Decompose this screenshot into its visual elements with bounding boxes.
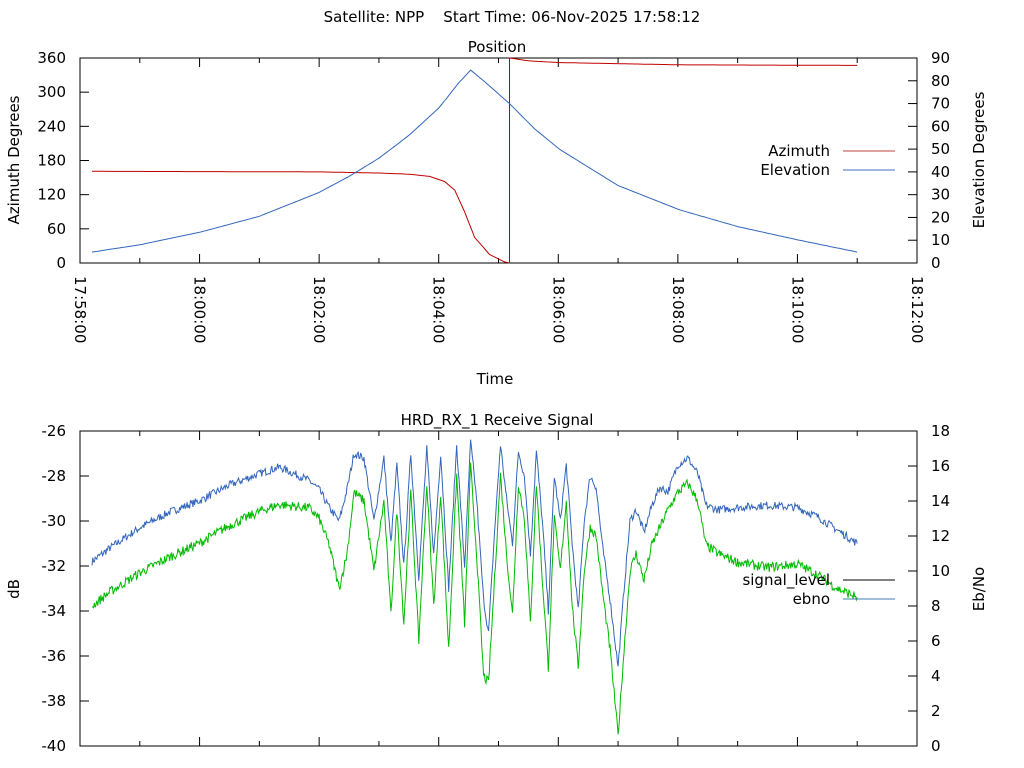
x-tick-label: 18:12:00	[908, 276, 926, 343]
y-tick-label: -32	[42, 557, 67, 575]
signal-plot: HRD_RX_1 Receive Signal dB Eb/No -40 -38 -…	[5, 411, 988, 755]
x-tick-label: 18:08:00	[669, 276, 687, 343]
y-tick-label: 120	[37, 186, 66, 204]
legend-signal-label: signal_level	[742, 571, 830, 590]
y2-tick-label: 18	[931, 422, 950, 440]
y-tick-label: -38	[42, 692, 67, 710]
y-tick-label: -28	[42, 467, 67, 485]
db-axis-label: dB	[5, 579, 23, 599]
legend-elevation-label: Elevation	[760, 161, 830, 179]
y2-tick-label: 80	[931, 72, 950, 90]
y2-tick-label: 50	[931, 140, 950, 158]
y2-tick-label: 0	[931, 737, 941, 755]
ebno-line	[91, 462, 858, 735]
position-legend: Azimuth Elevation	[760, 142, 895, 179]
y2-tick-label: 8	[931, 597, 941, 615]
y2-tick-label: 2	[931, 702, 941, 720]
y2-tick-label: 6	[931, 632, 941, 650]
y2-tick-label: 12	[931, 527, 950, 545]
x-tick-label: 17:58:00	[71, 276, 89, 343]
x-tick-label: 18:06:00	[549, 276, 567, 343]
legend-azimuth-label: Azimuth	[768, 142, 830, 160]
y-tick-label: 180	[37, 152, 66, 170]
signal-title: HRD_RX_1 Receive Signal	[401, 411, 594, 430]
y2-tick-label: 30	[931, 186, 950, 204]
page-title: Satellite: NPP Start Time: 06-Nov-2025 1…	[324, 8, 701, 26]
y2-tick-label: 70	[931, 95, 950, 113]
y-tick-label: 300	[37, 83, 66, 101]
y2-tick-label: 4	[931, 667, 941, 685]
y-tick-label: -36	[42, 647, 67, 665]
y-tick-label: -30	[42, 512, 67, 530]
ebno-axis-label: Eb/No	[970, 567, 988, 611]
position-plot: Position Azimuth Degrees Elevation Degre…	[5, 38, 988, 388]
position-title: Position	[468, 38, 526, 56]
y2-tick-label: 14	[931, 492, 950, 510]
y2-tick-label: 90	[931, 49, 950, 67]
y-tick-label: 60	[47, 220, 66, 238]
time-axis-label: Time	[476, 370, 514, 388]
x-tick-label: 18:02:00	[310, 276, 328, 343]
x-tick-label: 18:10:00	[788, 276, 806, 343]
signal-legend: signal_level ebno	[742, 571, 895, 608]
y-tick-label: -34	[42, 602, 67, 620]
y2-tick-label: 20	[931, 208, 950, 226]
y2-tick-label: 10	[931, 562, 950, 580]
y2-tick-label: 60	[931, 117, 950, 135]
azimuth-line	[92, 57, 858, 264]
x-tick-label: 18:04:00	[430, 276, 448, 343]
y2-tick-label: 10	[931, 231, 950, 249]
elevation-line	[91, 69, 858, 253]
y-tick-label: 360	[37, 49, 66, 67]
y-tick-label: 240	[37, 117, 66, 135]
y-tick-label: -26	[42, 422, 67, 440]
y2-tick-label: 0	[931, 254, 941, 272]
legend-ebno-label: ebno	[793, 590, 830, 608]
azimuth-axis-label: Azimuth Degrees	[5, 95, 23, 224]
y-tick-label: -40	[42, 737, 67, 755]
y2-tick-label: 16	[931, 457, 950, 475]
elevation-axis-label: Elevation Degrees	[970, 91, 988, 228]
signal-level-line	[91, 439, 858, 667]
y-tick-label: 0	[56, 254, 66, 272]
x-tick-label: 18:00:00	[191, 276, 209, 343]
y2-tick-label: 40	[931, 163, 950, 181]
